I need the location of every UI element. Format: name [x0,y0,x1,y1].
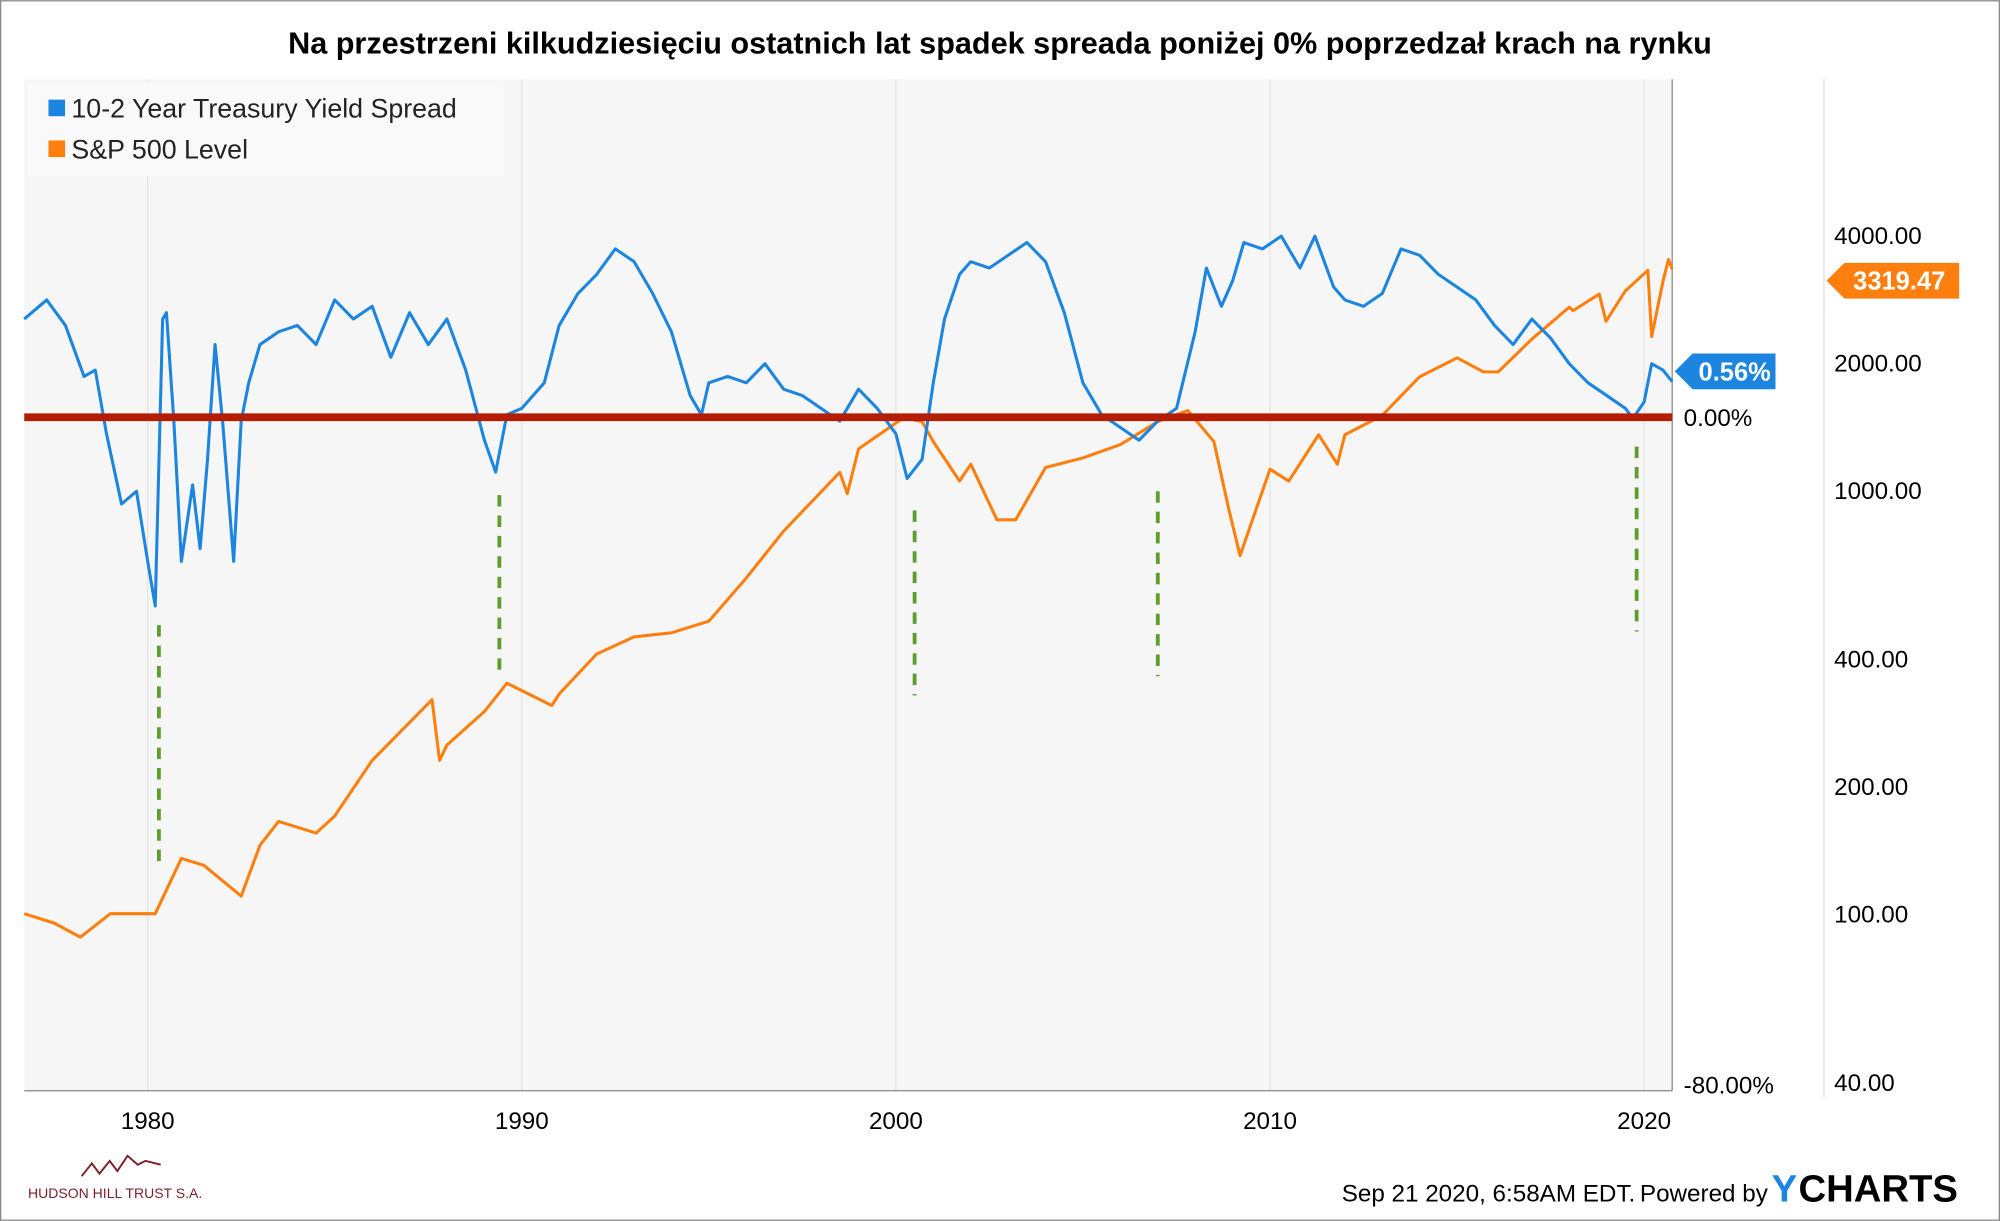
right-axis-tick-label: 100.00 [1834,902,1908,929]
legend[interactable]: 10-2 Year Treasury Yield Spread S&P 500 … [26,81,504,177]
x-axis-ticks: 1980 1990 2000 2010 2020 [121,1108,1671,1135]
ycharts-text: CHARTS [1798,1168,1957,1211]
legend-box [26,81,504,177]
logo-text: HUDSON HILL TRUST S.A. [28,1185,202,1201]
last-value-labels: 0.56% 3319.47 [1674,262,1960,390]
legend-swatch-spread [48,99,66,117]
powered-by: Powered by [1640,1181,1769,1208]
legend-swatch-sp500 [48,140,66,158]
x-tick-label: 2000 [869,1108,923,1135]
series-group [23,234,1674,939]
chart-title: Na przestrzeni kilkudziesięciu ostatnich… [288,27,1712,61]
logo-mountain-icon [80,1154,161,1177]
ycharts-y: Y [1772,1168,1798,1211]
x-tick-label: 2010 [1243,1108,1297,1135]
sp500-last-value: 3319.47 [1853,268,1945,296]
left-axis-tick-label: -80.00% [1684,1072,1774,1099]
left-axis-tick-label: 0.00% [1684,405,1753,432]
gridlines [147,79,1645,1091]
hudson-hill-logo: HUDSON HILL TRUST S.A. [28,1154,202,1201]
x-tick-label: 1980 [121,1108,175,1135]
right-axis-tick-label: 40.00 [1834,1070,1895,1097]
legend-label-spread[interactable]: 10-2 Year Treasury Yield Spread [71,94,456,124]
timestamp: Sep 21 2020, 6:58AM EDT. [1342,1181,1636,1208]
spread-last-value-badge [1674,353,1776,390]
right-axis-tick-label: 4000.00 [1834,223,1922,250]
inversion-markers [157,446,1639,868]
spread-last-value: 0.56% [1699,358,1771,386]
right-axis-tick-label: 200.00 [1834,774,1908,801]
right-axis-tick-label: 400.00 [1834,647,1908,674]
plot-area [24,79,1673,1091]
legend-label-sp500[interactable]: S&P 500 Level [71,134,248,164]
spread-series-line [23,234,1674,608]
ycharts-logo[interactable]: Y CHARTS [1772,1168,1958,1211]
sp500-series-line [23,257,1674,939]
right-axis-tick-label: 1000.00 [1834,478,1922,505]
sp500-last-value-badge [1826,262,1960,299]
x-tick-label: 2020 [1617,1108,1671,1135]
x-tick-label: 1990 [495,1108,549,1135]
right-axis-ticks: 4000.00 2000.00 1000.00 400.00 200.00 100.00 4… [1834,223,1922,1097]
right-axis-tick-label: 2000.00 [1834,350,1922,377]
left-axis-ticks: 0.00% -80.00% [1684,405,1774,1099]
